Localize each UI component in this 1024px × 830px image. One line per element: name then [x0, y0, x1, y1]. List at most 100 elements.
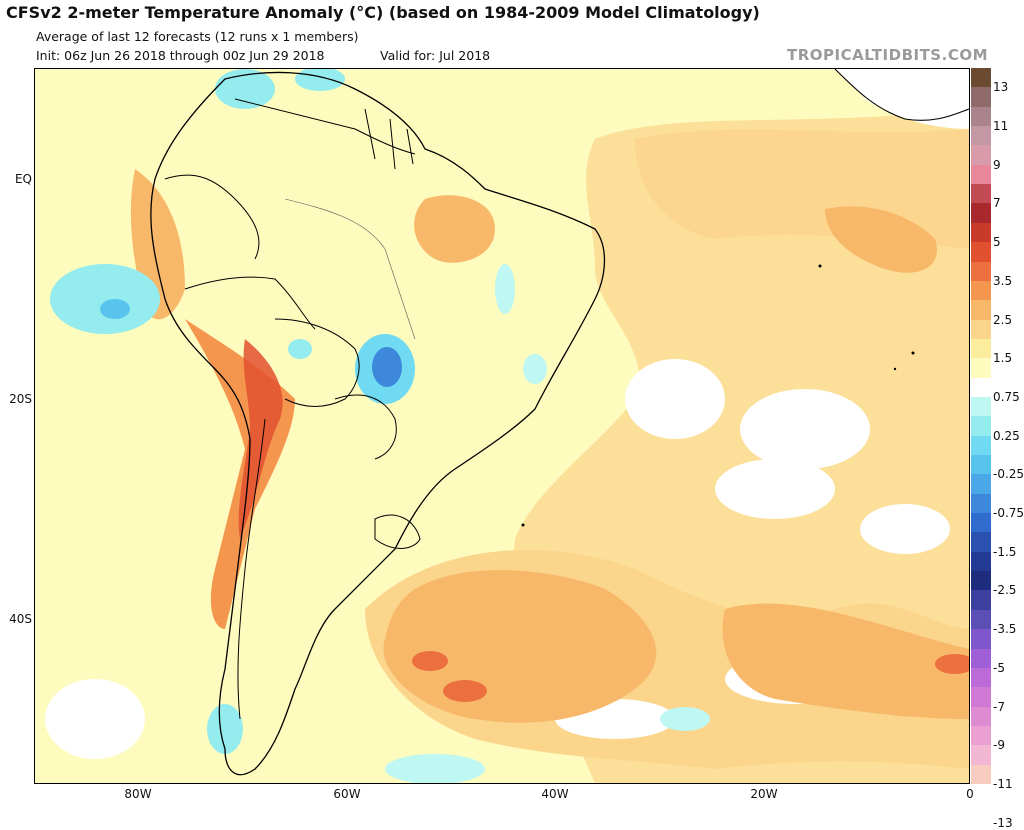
lon-label-0: 0 — [966, 787, 974, 801]
colorbar-segment — [971, 106, 991, 127]
chart-subtitle: Average of last 12 forecasts (12 runs x … — [36, 29, 359, 44]
colorbar-tick-label: 0.75 — [993, 389, 1020, 404]
valid-time-label: Valid for: Jul 2018 — [380, 48, 491, 63]
init-time-label: Init: 06z Jun 26 2018 through 00z Jun 29… — [36, 48, 325, 63]
colorbar-segment — [971, 745, 991, 766]
lat-label-eq: EQ — [14, 172, 32, 186]
colorbar-segment — [971, 87, 991, 108]
colorbar-segment — [971, 338, 991, 359]
border-argentina-chile — [237, 418, 266, 720]
island-dot-2 — [911, 351, 915, 355]
chart-title: CFSv2 2-meter Temperature Anomaly (°C) (… — [6, 3, 760, 22]
lat-label-40s: 40S — [9, 612, 32, 626]
brand-watermark: TROPICALTIDBITS.COM — [787, 46, 988, 64]
south-america-coastline — [150, 71, 606, 776]
colorbar-segment — [971, 764, 991, 785]
colorbar-segment — [971, 551, 991, 572]
colorbar-tick-label: 13 — [993, 80, 1009, 95]
lon-label-40w: 40W — [541, 787, 569, 801]
neutral-patch-7 — [45, 679, 145, 759]
cool-brazil-1 — [495, 264, 515, 314]
colorbar-tick-label: -7 — [993, 699, 1005, 714]
cool-pacific-core — [100, 299, 130, 319]
colorbar-tick-label: -0.75 — [993, 506, 1024, 521]
colorbar-tick-label: -2.5 — [993, 583, 1017, 598]
neutral-patch-1 — [625, 359, 725, 439]
border-peru-brazil — [184, 276, 316, 330]
colorbar-segment — [971, 377, 991, 398]
colorbar-tick-label: 11 — [993, 119, 1009, 134]
colorbar-tick-label: 2.5 — [993, 312, 1013, 327]
lon-label-20w: 20W — [750, 787, 778, 801]
anomaly-map — [34, 68, 970, 784]
colorbar-segment — [971, 319, 991, 340]
colorbar-tick-label: 1.5 — [993, 351, 1013, 366]
colorbar-segment — [971, 455, 991, 475]
colorbar-tick-label: -0.25 — [993, 467, 1024, 482]
warm-brazil-ne — [414, 195, 495, 263]
andes-warm-core — [238, 339, 283, 539]
neutral-patch-3 — [715, 459, 835, 519]
colorbar-segment — [971, 358, 991, 379]
colorbar-segment — [971, 667, 991, 688]
colorbar-segment — [971, 280, 991, 301]
colorbar-segment — [971, 532, 991, 553]
cool-south-1 — [207, 704, 243, 754]
neutral-patch-2 — [740, 389, 870, 469]
colorbar-segment — [971, 222, 991, 243]
colorbar-tick-label: -5 — [993, 660, 1005, 675]
colorbar-tick-label: 9 — [993, 157, 1001, 172]
colorbar-segment — [971, 435, 991, 456]
colorbar-tick-label: -13 — [993, 815, 1013, 830]
colorbar-segment — [971, 513, 991, 533]
colorbar-tick-label: -11 — [993, 777, 1013, 791]
colorbar-segment — [971, 126, 991, 146]
africa-neutral — [835, 69, 969, 129]
colorbar-segment — [971, 68, 991, 88]
colorbar-segment — [971, 474, 991, 495]
colorbar-tick-label: 5 — [993, 235, 1001, 250]
cool-bolivia — [288, 339, 312, 359]
colorbar-segment — [971, 687, 991, 708]
colorbar-segment — [971, 725, 991, 746]
border-colombia — [164, 174, 260, 260]
border-uruguay — [374, 514, 421, 549]
colorbar-segment — [971, 493, 991, 514]
colorbar-segment — [971, 571, 991, 591]
neutral-patch-4 — [860, 504, 950, 554]
colorbar-tick-label: -3.5 — [993, 622, 1017, 637]
island-dot-3 — [893, 367, 897, 371]
cool-venezuela — [215, 69, 275, 109]
colorbar-segment — [971, 184, 991, 204]
colorbar-segment — [971, 261, 991, 282]
colorbar-segment — [971, 648, 991, 669]
lat-label-20s: 20S — [9, 392, 32, 406]
colorbar-tick-label: -9 — [993, 738, 1005, 753]
colorbar-segment — [971, 590, 991, 611]
warm-core-3 — [935, 654, 969, 674]
warm-core-1 — [412, 651, 448, 671]
island-dot-4 — [521, 523, 525, 527]
cool-brazil-2 — [523, 354, 547, 384]
warm-tropical-atlantic — [825, 206, 937, 273]
border-paraguay — [334, 394, 397, 460]
border-venezuela — [234, 98, 416, 155]
island-dot-1 — [818, 264, 822, 268]
colorbar-segment — [971, 609, 991, 630]
colorbar-segment — [971, 300, 991, 321]
colorbar-segment — [971, 203, 991, 224]
cool-south-pacific — [660, 707, 710, 731]
colorbar-segment — [971, 396, 991, 417]
cool-pacific — [50, 264, 160, 334]
colorbar-segment — [971, 164, 991, 185]
warm-south-atlantic-east — [722, 603, 969, 719]
cool-pantanal-core — [372, 347, 402, 387]
lon-label-60w: 60W — [333, 787, 361, 801]
border-brazil-interior — [284, 198, 416, 340]
colorbar-segment — [971, 629, 991, 650]
colorbar — [971, 68, 991, 785]
colorbar-segment — [971, 145, 991, 166]
warm-core-2 — [443, 680, 487, 702]
colorbar-tick-label: 0.25 — [993, 428, 1020, 443]
colorbar-segment — [971, 416, 991, 437]
